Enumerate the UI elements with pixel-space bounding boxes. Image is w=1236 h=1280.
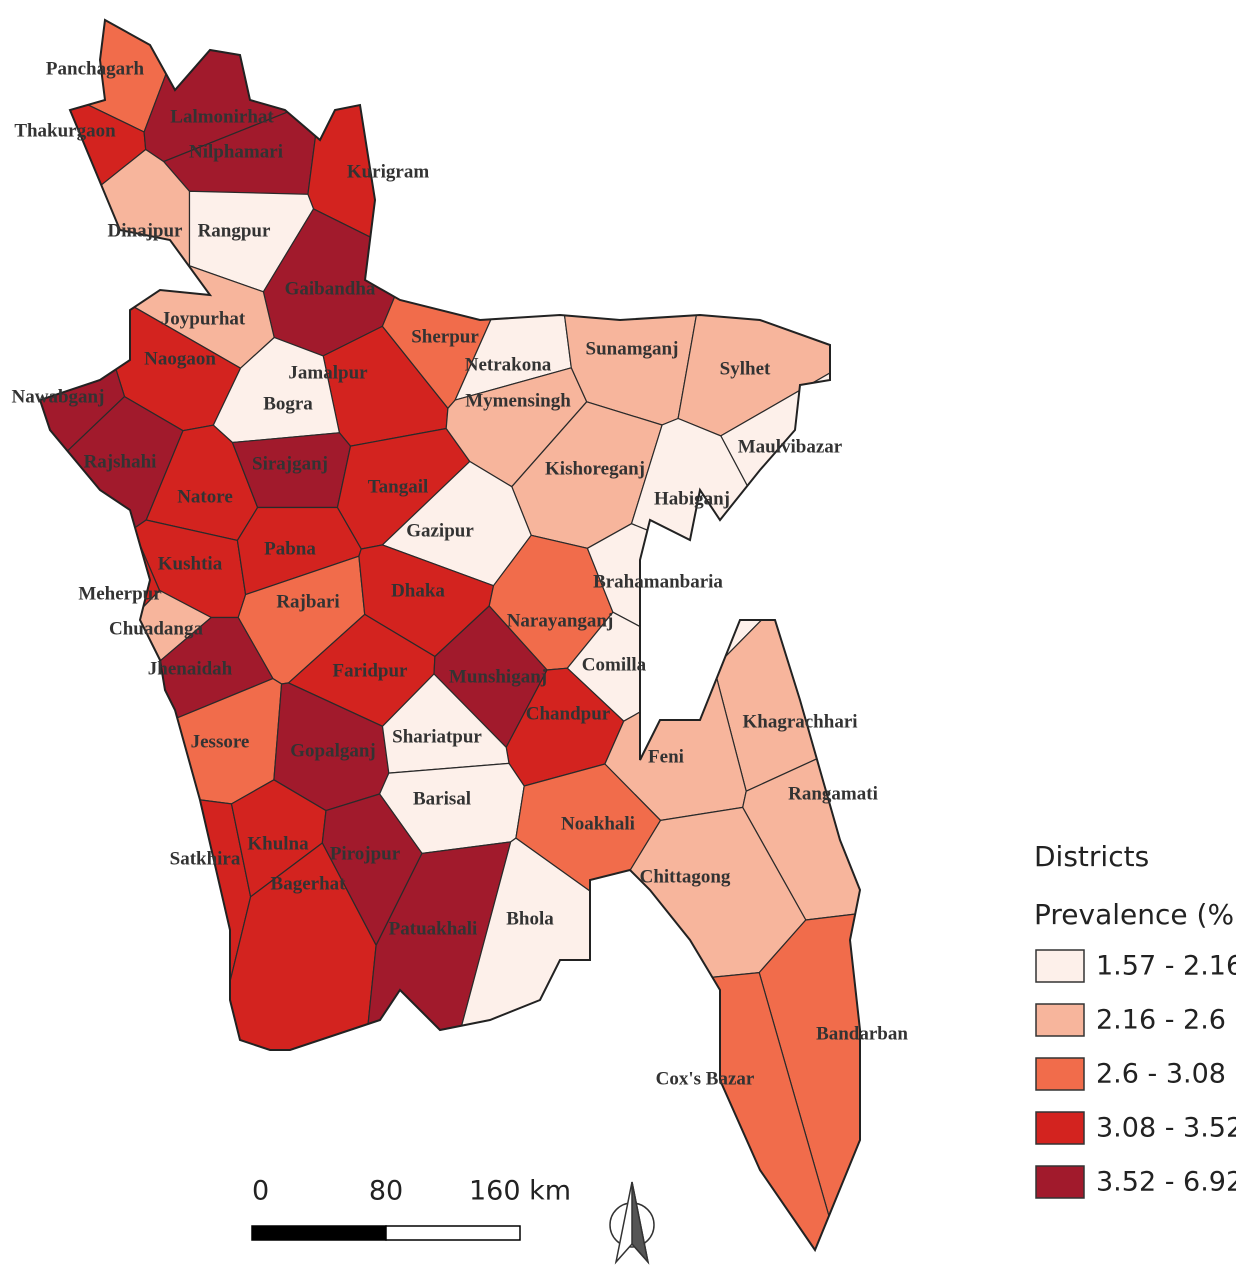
district-label: Satkhira — [170, 848, 241, 869]
district-label: Sylhet — [720, 358, 771, 379]
district-label: Brahamanbaria — [593, 571, 723, 592]
district-labels: Panchagarh Thakurgaon Lalmonirhat Nilphamar… — [12, 58, 909, 1089]
district-label: Noakhali — [561, 813, 635, 834]
district-label: Khulna — [247, 833, 309, 854]
district-label: Khagrachhari — [742, 711, 857, 732]
district-label: Gazipur — [406, 520, 474, 541]
district-label: Meherpur — [78, 583, 162, 604]
district-label: Habiganj — [654, 488, 730, 509]
legend-swatch — [1035, 949, 1085, 983]
district-label: Faridpur — [333, 660, 409, 681]
district-label: Bagerhat — [271, 873, 347, 894]
scale-segment — [385, 1225, 521, 1241]
district-label: Nawabganj — [12, 386, 105, 407]
district-label: Kurigram — [347, 161, 429, 182]
district-label: Barisal — [413, 788, 471, 809]
north-arrow — [609, 1181, 655, 1265]
district-label: Gopalganj — [290, 740, 376, 761]
district-label: Dhaka — [391, 580, 445, 601]
district-label: Joypurhat — [161, 308, 246, 329]
district-label: Gaibandha — [285, 278, 376, 299]
legend-label: 1.57 - 2.16 — [1096, 951, 1236, 982]
district-label: Rajbari — [276, 591, 339, 612]
district-label: Bandarban — [816, 1023, 908, 1044]
district-label: Sherpur — [411, 326, 479, 347]
district — [713, 577, 860, 793]
district-label: Cox's Bazar — [656, 1068, 755, 1089]
legend-swatch — [1035, 1003, 1085, 1037]
legend-subtitle: Prevalence (%) — [1034, 898, 1236, 931]
legend-swatch — [1035, 1057, 1085, 1091]
district-label: Mymensingh — [465, 390, 571, 411]
district-label: Chandpur — [526, 703, 611, 724]
scale-bar: 0 80 160 km — [251, 1176, 571, 1241]
scale-label: 160 km — [469, 1176, 571, 1207]
scale-segment — [251, 1225, 387, 1241]
district-label: Chuadanga — [109, 618, 203, 639]
district-label: Thakurgaon — [14, 120, 116, 141]
district-label: Chittagong — [640, 866, 731, 887]
legend-label: 2.16 - 2.6 — [1096, 1005, 1226, 1036]
district — [156, 842, 377, 1250]
district-label: Rangamati — [788, 783, 878, 804]
legend-swatch — [1035, 1111, 1085, 1145]
district-label: Rajshahi — [84, 451, 157, 472]
district-label: Naogaon — [144, 348, 216, 369]
country-outline — [38, 18, 862, 1253]
district-label: Dinajpur — [108, 220, 184, 241]
district-label: Patuakhali — [389, 918, 478, 939]
legend: 1.57 - 2.16 2.16 - 2.6 2.6 - 3.08 3.08 - 3.… — [1035, 949, 1236, 1199]
district-label: Jamalpur — [288, 362, 368, 383]
district-label: Panchagarh — [46, 58, 145, 79]
district-label: Tangail — [368, 476, 429, 497]
district-label: Kushtia — [158, 553, 223, 574]
district-label: Netrakona — [465, 354, 552, 375]
district-label: Natore — [177, 486, 233, 507]
district-label: Lalmonirhat — [170, 106, 274, 127]
legend-label: 2.6 - 3.08 — [1096, 1059, 1226, 1090]
district-label: Sirajganj — [252, 453, 328, 474]
district-label: Munshiganj — [449, 666, 547, 687]
legend-label: 3.52 - 6.92 — [1096, 1167, 1236, 1198]
district-label: Pabna — [264, 538, 316, 559]
district-label: Feni — [648, 746, 684, 767]
district-label: Pirojpur — [330, 843, 401, 864]
legend-swatch — [1035, 1165, 1085, 1199]
district-label: Sunamganj — [586, 338, 679, 359]
scale-label: 0 — [252, 1176, 269, 1207]
district-label: Jessore — [191, 731, 250, 752]
district-label: Comilla — [582, 654, 647, 675]
district-label: Kishoreganj — [545, 458, 645, 479]
district-label: Shariatpur — [392, 726, 482, 747]
district-label: Bhola — [506, 908, 554, 929]
district-label: Nilphamari — [189, 141, 283, 162]
district-label: Rangpur — [198, 220, 271, 241]
district-label: Jhenaidah — [148, 658, 233, 679]
legend-label: 3.08 - 3.52 — [1096, 1113, 1236, 1144]
district — [40, 528, 161, 756]
district-label: Bogra — [263, 393, 313, 414]
legend-title: Districts — [1034, 840, 1149, 873]
district-label: Narayanganj — [507, 610, 614, 631]
scale-label: 80 — [369, 1176, 403, 1207]
district — [307, 20, 701, 258]
district-label: Maulvibazar — [738, 436, 843, 457]
